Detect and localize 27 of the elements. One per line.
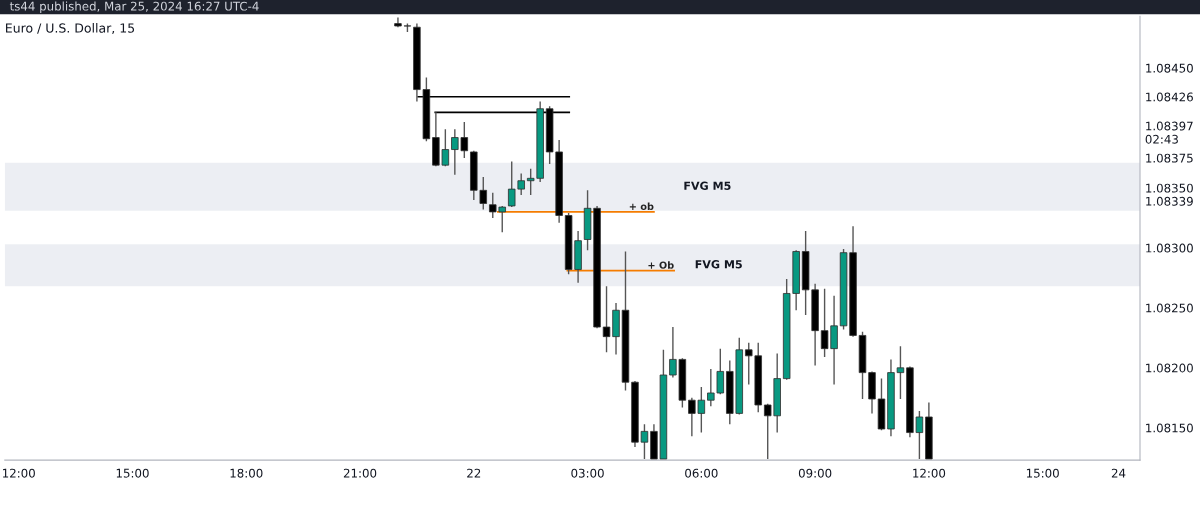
y-tick-label: 1.08300 [1146,243,1193,253]
y-tick-label: 1.08397 02:43 [1145,121,1193,144]
y-tick-label: 1.08350 [1146,183,1193,193]
y-tick-label: 1.08150 [1146,423,1193,433]
x-tick-label: 12:00 [2,468,35,478]
y-tick-label: 1.08200 [1146,363,1193,373]
x-tick-label: 03:00 [571,468,604,478]
x-tick-label: 12:00 [913,468,946,478]
x-tick-label: 18:00 [230,468,263,478]
x-tick-label: 24 [1111,468,1126,478]
y-tick-label: 1.08375 [1146,153,1193,163]
y-tick-label: 1.08339 [1146,196,1193,206]
chart-title: Euro / U.S. Dollar, 15 [6,23,135,35]
text: ts44 published, Mar 25, 2024 16:27 UTC-4 [9,1,259,13]
x-tick-label: 09:00 [798,468,832,478]
band-label: FVG M5 [684,181,731,190]
x-tick-label: 22 [467,468,481,478]
band-label: FVG M5 [695,260,742,269]
y-tick-label: 1.08450 [1146,63,1193,73]
x-tick-label: 21:00 [343,468,377,478]
x-tick-label: 15:00 [1026,468,1059,478]
series-label: + ob [629,202,654,211]
y-tick-label: 1.08426 [1146,92,1193,102]
x-tick-label: 06:00 [685,468,718,478]
x-tick-label: 15:00 [116,468,149,478]
y-tick-label: 1.08250 [1146,303,1193,313]
series-label: + Ob [648,261,674,269]
